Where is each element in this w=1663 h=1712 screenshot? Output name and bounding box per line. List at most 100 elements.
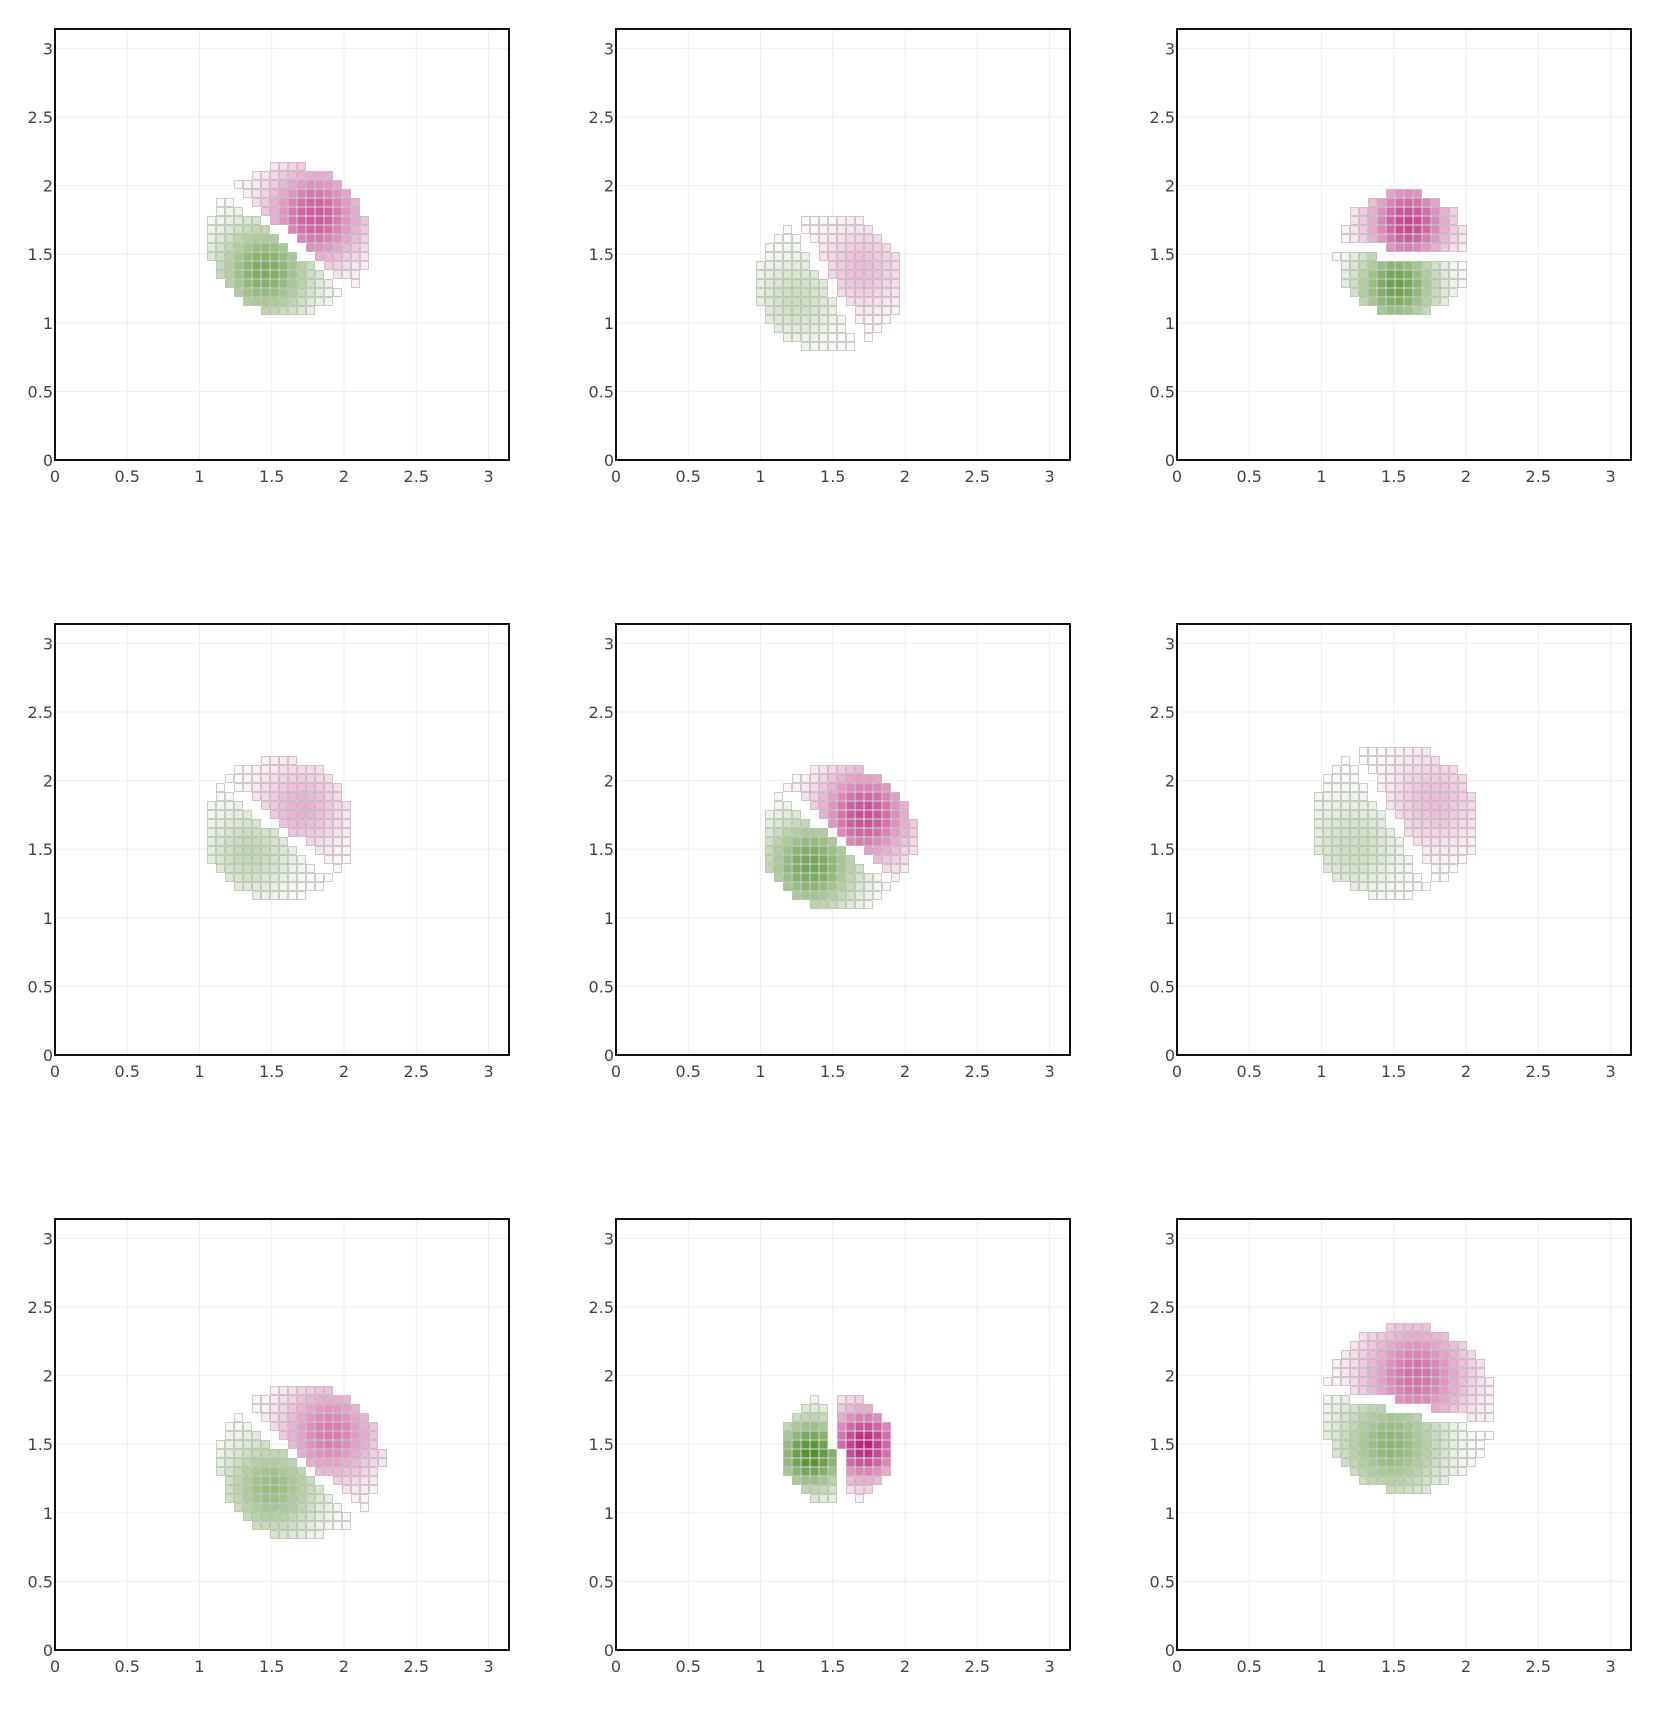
heatmap-cell [333,783,342,792]
heatmap-cell [1404,1368,1413,1377]
heatmap-cell [333,252,342,261]
heatmap-cell [1350,1440,1359,1449]
heatmap-cell [1386,774,1395,783]
heatmap-cell [1395,765,1404,774]
heatmap-cell [1377,891,1386,900]
heatmap-cell [315,279,324,288]
heatmap-cell [1395,1422,1404,1431]
heatmap-cell [1476,1368,1485,1377]
heatmap-cell [864,1422,873,1431]
heatmap-cell [351,225,360,234]
heatmap-cell [873,279,882,288]
heatmap-cell [1368,747,1377,756]
heatmap-cell [1377,810,1386,819]
heatmap-cell [1467,819,1476,828]
heatmap-cell [243,1503,252,1512]
heatmap-cell [1323,1377,1332,1386]
heatmap-cell [828,261,837,270]
heatmap-cell [783,873,792,882]
heatmap-cell [1422,261,1431,270]
heatmap-cell [774,297,783,306]
heatmap-cell [315,216,324,225]
heatmap-cell [1368,207,1377,216]
heatmap-cell [873,1413,882,1422]
heatmap-cell [306,270,315,279]
heatmap-cells [756,216,900,351]
heatmap-cell [855,306,864,315]
heatmap-cell [288,1386,297,1395]
heatmap-cell [873,261,882,270]
heatmap-cell [1422,882,1431,891]
heatmap-cell [1422,1449,1431,1458]
heatmap-cell [1422,747,1431,756]
heatmap-cell [315,1422,324,1431]
heatmap-cell [855,234,864,243]
heatmap-cell [297,1413,306,1422]
heatmap-cell [1386,1485,1395,1494]
heatmap-cell [1413,216,1422,225]
heatmap-cell [288,162,297,171]
heatmap-cell [810,765,819,774]
heatmap-cell [1404,1350,1413,1359]
y-tick-label: 3 [43,39,53,58]
heatmap-cell [765,288,774,297]
chart-panel-row-2-col-1: 0 0.5 1 1.5 2 2.5 300.511.522.53 [28,623,510,1081]
heatmap-cell [315,1440,324,1449]
heatmap-cell [1422,243,1431,252]
heatmap-cell [234,810,243,819]
heatmap-cell [855,1440,864,1449]
heatmap-cell [855,864,864,873]
heatmap-cell [792,891,801,900]
heatmap-cell [252,1458,261,1467]
y-tick-label: 2.5 [589,1298,614,1317]
heatmap-cell [792,855,801,864]
axes-frame [615,623,1071,1056]
heatmap-cell [1449,279,1458,288]
heatmap-cell [1422,783,1431,792]
heatmap-cell [1332,774,1341,783]
heatmap-cell [1350,207,1359,216]
heatmap-cell [1386,216,1395,225]
heatmap-cell [1431,774,1440,783]
heatmap-cell [261,261,270,270]
heatmap-cell [1422,1350,1431,1359]
heatmap-cell [909,828,918,837]
heatmap-cell [270,180,279,189]
heatmap-cell [1422,1395,1431,1404]
heatmap-cell [1377,846,1386,855]
heatmap-cell [351,279,360,288]
heatmap-cell [1341,261,1350,270]
heatmap-cell [351,252,360,261]
heatmap-cell [801,882,810,891]
y-tick-label: 2 [43,177,53,196]
heatmap-cell [837,882,846,891]
heatmap-cell [1404,747,1413,756]
heatmap-cell [306,801,315,810]
heatmap-cell [864,783,873,792]
heatmap-cell [1449,819,1458,828]
heatmap-cell [1413,882,1422,891]
heatmap-cell [837,234,846,243]
heatmap-cell [810,306,819,315]
heatmap-cell [288,180,297,189]
heatmap-cell [234,801,243,810]
heatmap-cell [279,765,288,774]
heatmap-cell [1431,801,1440,810]
heatmap-cell [774,855,783,864]
heatmap-cell [828,837,837,846]
heatmap-cell [288,1485,297,1494]
heatmap-cell [342,1395,351,1404]
heatmap-cell [1467,801,1476,810]
heatmap-cell [306,1386,315,1395]
heatmap-cell [1386,1368,1395,1377]
x-tick-label: 0.5 [676,467,701,486]
heatmap-cell [279,1449,288,1458]
heatmap-cell [765,306,774,315]
heatmap-cell [279,810,288,819]
heatmap-cell [891,873,900,882]
heatmap-cell [1359,279,1368,288]
heatmap-cell [1377,756,1386,765]
heatmap-cell [333,207,342,216]
heatmap-cell [783,288,792,297]
heatmap-cell [810,270,819,279]
